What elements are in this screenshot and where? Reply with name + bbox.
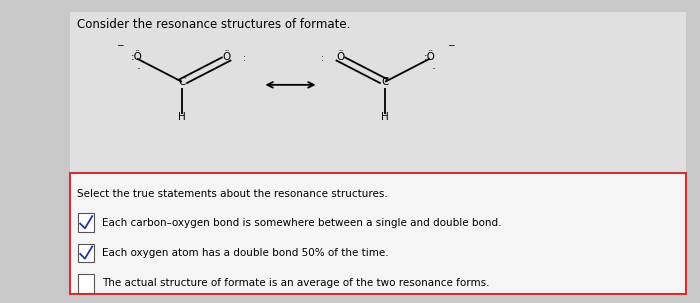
Text: H: H bbox=[381, 112, 389, 122]
Text: :: : bbox=[321, 54, 324, 63]
Text: ··: ·· bbox=[136, 66, 141, 75]
Text: −: − bbox=[116, 41, 123, 49]
Text: Each oxygen atom has a double bond 50% of the time.: Each oxygen atom has a double bond 50% o… bbox=[102, 248, 388, 258]
Bar bbox=[78, 213, 94, 232]
Text: Ö: Ö bbox=[336, 52, 344, 62]
Text: Consider the resonance structures of formate.: Consider the resonance structures of for… bbox=[77, 18, 351, 31]
Text: The actual structure of formate is an average of the two resonance forms.: The actual structure of formate is an av… bbox=[102, 278, 490, 288]
Text: :: : bbox=[243, 54, 246, 63]
Text: :Ö: :Ö bbox=[424, 52, 436, 62]
Text: ··: ·· bbox=[431, 66, 436, 75]
Text: Select the true statements about the resonance structures.: Select the true statements about the res… bbox=[77, 189, 388, 199]
Text: C: C bbox=[178, 77, 186, 87]
Text: −: − bbox=[447, 41, 455, 49]
Bar bbox=[70, 173, 686, 294]
Bar bbox=[78, 274, 94, 293]
Bar bbox=[70, 12, 686, 173]
Text: C: C bbox=[382, 77, 388, 87]
Bar bbox=[78, 244, 94, 262]
Text: Ö: Ö bbox=[223, 52, 231, 62]
Text: :Ö: :Ö bbox=[131, 52, 143, 62]
Text: Each carbon–oxygen bond is somewhere between a single and double bond.: Each carbon–oxygen bond is somewhere bet… bbox=[102, 218, 502, 228]
Text: H: H bbox=[178, 112, 186, 122]
